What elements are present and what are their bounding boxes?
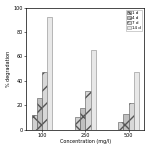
Legend: 1 d, 4 d, 7 d, 14 d: 1 d, 4 d, 7 d, 14 d xyxy=(126,10,142,31)
Bar xyxy=(134,72,139,130)
Bar xyxy=(118,122,123,130)
Bar xyxy=(129,103,134,130)
Bar xyxy=(80,108,85,130)
Bar xyxy=(123,114,129,130)
Y-axis label: % degradation: % degradation xyxy=(6,51,10,87)
Bar xyxy=(47,17,52,130)
Bar xyxy=(85,91,90,130)
Bar xyxy=(75,117,80,130)
X-axis label: Concentration (mg/l): Concentration (mg/l) xyxy=(60,140,111,144)
Bar xyxy=(90,50,96,130)
Bar xyxy=(42,72,47,130)
Bar xyxy=(32,115,37,130)
Bar xyxy=(37,98,42,130)
